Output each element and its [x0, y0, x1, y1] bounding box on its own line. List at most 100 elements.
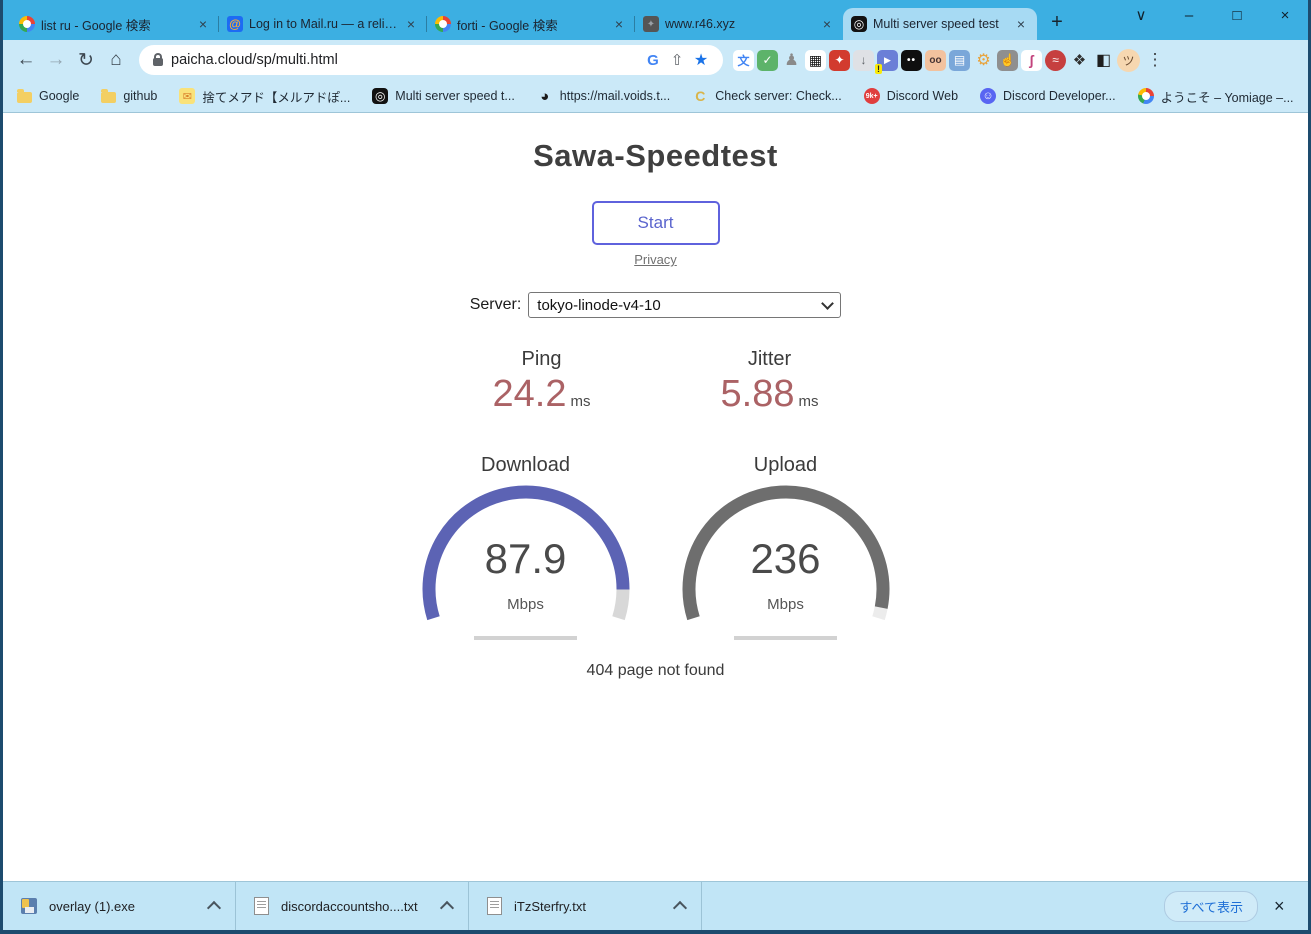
tab-list-ru[interactable]: list ru - Google 検索 × — [11, 8, 219, 40]
tab-separator — [218, 16, 219, 32]
hand-extension-icon[interactable]: ☝ — [997, 49, 1018, 71]
tab-r46[interactable]: ✦ www.r46.xyz × — [635, 8, 843, 40]
chevron-up-icon[interactable] — [672, 900, 688, 915]
window-close-button[interactable]: × — [1280, 6, 1290, 24]
bookmark-discord-web[interactable]: 9k+ Discord Web — [863, 88, 958, 104]
notification-badge: ! — [875, 63, 882, 74]
check-server-icon: C — [695, 88, 706, 104]
extensions-puzzle-icon[interactable]: ❖ — [1072, 52, 1087, 69]
minimize-button[interactable]: – — [1184, 6, 1194, 24]
home-button[interactable]: ⌂ — [110, 49, 122, 70]
tab-forti[interactable]: forti - Google 検索 × — [427, 8, 635, 40]
page-content: Sawa-Speedtest Start Privacy Server: tok… — [3, 113, 1308, 881]
stripe-extension-icon[interactable]: ʃ — [1021, 49, 1042, 71]
maximize-button[interactable]: □ — [1232, 6, 1242, 24]
download-value: 87.9 — [484, 535, 567, 582]
bookmark-github-folder[interactable]: github — [101, 89, 157, 103]
server-selected-value: tokyo-linode-v4-10 — [537, 296, 661, 314]
server-row: Server: tokyo-linode-v4-10 — [3, 292, 1308, 318]
jitter-value: 5.88 — [720, 373, 795, 415]
chevron-up-icon[interactable] — [206, 900, 222, 915]
download-item-overlay-exe[interactable]: overlay (1).exe — [3, 882, 236, 930]
tab-mailru[interactable]: @ Log in to Mail.ru — a reliab × — [219, 8, 427, 40]
bookmark-discord-developer[interactable]: ☺ Discord Developer... — [980, 88, 1116, 104]
google-icon[interactable]: G — [647, 51, 659, 69]
forward-button[interactable]: → — [46, 49, 66, 70]
download-progress-bar — [474, 636, 577, 640]
adguard-extension-icon[interactable]: ✓ — [757, 49, 778, 71]
bookmark-label: Check server: Check... — [715, 89, 842, 103]
window-controls: ∨ – □ × — [1124, 2, 1302, 28]
bookmark-speedtest[interactable]: ◎ Multi server speed t... — [372, 88, 515, 104]
bookmark-sutemail[interactable]: ✉ 捨てメアド【メルアドぽ... — [179, 87, 350, 106]
tab-title: forti - Google 検索 — [457, 18, 558, 33]
tab-title: Log in to Mail.ru — a reliab — [249, 17, 397, 31]
ping-label: Ping — [521, 348, 562, 370]
download-gauge: Download 87.9 Mbps — [420, 454, 632, 640]
speedtest-favicon: ◎ — [851, 16, 867, 32]
chevron-up-icon[interactable] — [439, 900, 455, 915]
downloads-close-icon[interactable]: × — [1274, 895, 1285, 916]
qr-extension-icon[interactable]: ▦ — [805, 49, 826, 71]
bookmark-mail-voids[interactable]: ◕ https://mail.voids.t... — [537, 87, 671, 105]
bookmark-check-server[interactable]: C Check server: Check... — [692, 88, 842, 104]
page-title: Sawa-Speedtest — [533, 138, 778, 173]
ping-value: 24.2 — [492, 373, 567, 415]
upload-gauge: Upload 236 Mbps — [680, 454, 892, 640]
url-text[interactable]: paicha.cloud/sp/multi.html — [171, 52, 338, 68]
gears-extension-icon[interactable]: ⚙ — [976, 52, 991, 69]
tab-title: Multi server speed test — [873, 17, 999, 31]
globe-icon: ◕ — [540, 87, 550, 105]
discord-extension-icon[interactable]: ▶! — [875, 49, 898, 74]
server-select[interactable]: tokyo-linode-v4-10 — [528, 292, 842, 318]
download-item-itzsterfry-txt[interactable]: iTzSterfry.txt — [469, 882, 702, 930]
bookmarks-bar: Google github ✉ 捨てメアド【メルアドぽ... ◎ Multi s… — [3, 80, 1308, 113]
upload-value: 236 — [750, 535, 821, 582]
tab-close-icon[interactable]: × — [614, 16, 624, 32]
discord-web-icon: 9k+ — [863, 88, 880, 104]
download-filename: discordaccountsho....txt — [281, 898, 418, 914]
privacy-link[interactable]: Privacy — [634, 252, 677, 267]
bookmark-star-icon[interactable]: ★ — [693, 52, 709, 69]
upload-label: Upload — [753, 454, 818, 476]
translate-extension-icon[interactable]: 文 — [733, 49, 754, 71]
exe-file-icon — [21, 898, 37, 914]
tab-close-icon[interactable]: × — [198, 16, 208, 32]
back-button[interactable]: ← — [16, 49, 36, 70]
downloader-extension-icon[interactable]: ↓ — [853, 49, 874, 71]
reading-mode-icon[interactable]: ◧ — [1095, 52, 1112, 69]
address-bar[interactable]: paicha.cloud/sp/multi.html G ⇧ ★ — [139, 45, 723, 75]
tab-close-icon[interactable]: × — [406, 16, 416, 32]
tab-separator — [634, 16, 635, 32]
mask-extension-icon[interactable]: •• — [901, 49, 922, 71]
jitter-label: Jitter — [747, 348, 792, 370]
download-item-discordaccounts-txt[interactable]: discordaccountsho....txt — [236, 882, 469, 930]
browser-menu-icon[interactable]: ⋮ — [1146, 50, 1164, 69]
tab-title: list ru - Google 検索 — [41, 18, 151, 33]
bookmark-label: https://mail.voids.t... — [559, 89, 671, 103]
profile-avatar[interactable]: ツ — [1117, 48, 1140, 72]
mailru-favicon: @ — [227, 16, 243, 32]
start-button[interactable]: Start — [591, 201, 720, 245]
face-extension-icon[interactable]: oo — [925, 49, 946, 71]
google-cloud-icon — [1137, 88, 1154, 104]
lock-icon[interactable] — [153, 52, 163, 66]
share-icon[interactable]: ⇧ — [670, 52, 684, 69]
bookmark-google-folder[interactable]: Google — [17, 89, 79, 103]
status-message: 404 page not found — [586, 662, 725, 679]
bookmark-yomiage[interactable]: ようこそ – Yomiage –... — [1137, 87, 1294, 106]
tab-close-icon[interactable]: × — [1016, 16, 1026, 32]
speed-gauges: Download 87.9 Mbps Upload — [3, 454, 1308, 640]
window-chevron-icon[interactable]: ∨ — [1135, 7, 1147, 24]
wand-extension-icon[interactable]: ✦ — [829, 49, 850, 71]
show-all-downloads-button[interactable]: すべて表示 — [1164, 890, 1258, 922]
tab-speedtest-active[interactable]: ◎ Multi server speed test × — [843, 8, 1037, 40]
tab-close-icon[interactable]: × — [822, 16, 832, 32]
new-tab-button[interactable]: + — [1051, 10, 1063, 33]
robot-extension-icon[interactable]: ▤ — [949, 49, 970, 71]
vpn-extension-icon[interactable]: ≈ — [1045, 49, 1066, 71]
jitter-metric: Jitter 5.88 ms — [695, 348, 845, 416]
google-favicon — [435, 16, 451, 32]
reload-button[interactable]: ↻ — [78, 49, 94, 71]
anonymous-extension-icon[interactable]: ♟ — [784, 52, 799, 69]
